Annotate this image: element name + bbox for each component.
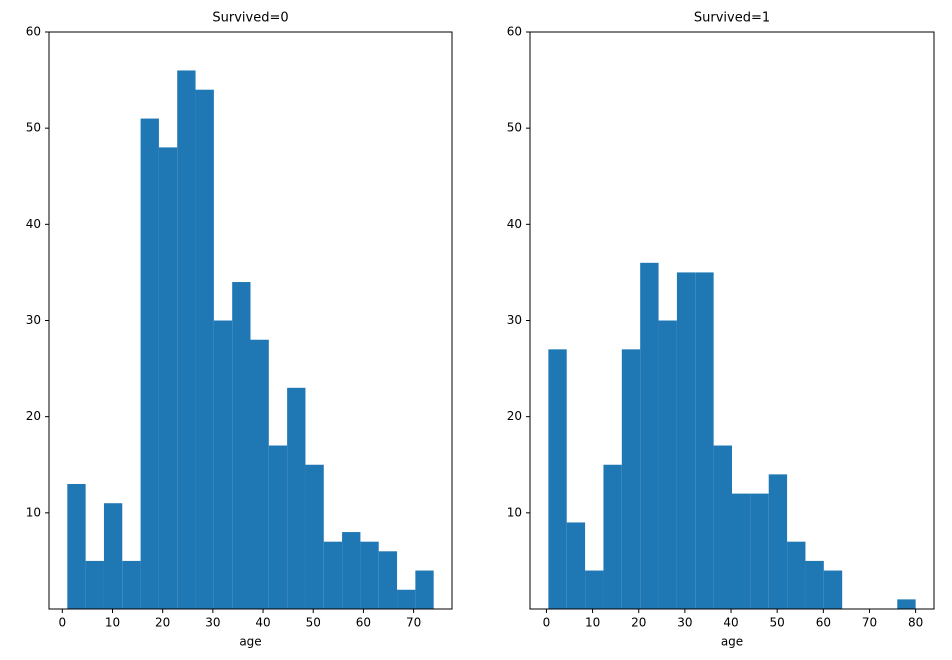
bar: [250, 339, 269, 609]
x-tick-label: 80: [908, 616, 923, 630]
bar: [397, 589, 416, 609]
bar: [676, 272, 696, 609]
bar: [213, 320, 233, 609]
x-tick-label: 50: [770, 616, 785, 630]
y-tick-label: 30: [507, 313, 522, 327]
bar: [85, 560, 104, 609]
bar: [67, 483, 86, 609]
bar: [122, 560, 141, 609]
bar: [268, 445, 288, 609]
x-tick-label: 70: [406, 616, 421, 630]
x-tick-label: 30: [205, 616, 220, 630]
bar: [378, 551, 398, 609]
bar: [585, 570, 604, 609]
bar: [323, 541, 343, 609]
x-tick-label: 70: [862, 616, 877, 630]
y-tick-label: 10: [26, 505, 41, 519]
x-tick-label: 10: [105, 616, 120, 630]
bar: [158, 147, 178, 609]
bar: [342, 532, 361, 609]
bar: [750, 493, 769, 609]
bar: [140, 118, 159, 610]
bar: [823, 570, 843, 609]
bar: [415, 570, 434, 609]
x-tick-label: 10: [585, 616, 600, 630]
bar: [621, 349, 641, 609]
x-tick-label: 20: [155, 616, 170, 630]
y-tick-label: 60: [507, 25, 522, 39]
bar: [640, 262, 659, 609]
y-tick-label: 30: [26, 313, 41, 327]
x-tick-label: 30: [677, 616, 692, 630]
bar: [805, 560, 824, 609]
bar: [103, 503, 123, 609]
bar: [713, 445, 732, 609]
x-tick-label: 40: [723, 616, 738, 630]
bar: [195, 89, 214, 609]
y-tick-label: 40: [507, 217, 522, 231]
x-tick-label: 0: [58, 616, 66, 630]
bar: [768, 474, 788, 609]
x-tick-label: 60: [816, 616, 831, 630]
x-tick-label: 20: [631, 616, 646, 630]
x-tick-label: 40: [255, 616, 270, 630]
bar: [695, 272, 714, 609]
x-tick-label: 0: [543, 616, 551, 630]
bar: [287, 387, 306, 609]
y-tick-label: 60: [26, 25, 41, 39]
bar: [548, 349, 567, 609]
x-tick-label: 50: [306, 616, 321, 630]
y-tick-label: 10: [507, 505, 522, 519]
bar: [897, 599, 916, 609]
y-tick-label: 20: [26, 409, 41, 423]
bar: [177, 70, 196, 609]
bar: [658, 320, 677, 609]
bar: [305, 464, 324, 609]
y-tick-label: 50: [507, 121, 522, 135]
y-tick-label: 20: [507, 409, 522, 423]
x-tick-label: 60: [356, 616, 371, 630]
bar: [787, 541, 806, 609]
x-axis-label: age: [721, 635, 743, 649]
y-tick-label: 50: [26, 121, 41, 135]
y-tick-label: 40: [26, 217, 41, 231]
bar: [232, 282, 251, 609]
bar: [603, 464, 622, 609]
chart-title: Survived=1: [694, 11, 770, 26]
chart-title: Survived=0: [212, 11, 288, 26]
bar: [566, 522, 586, 609]
bar: [732, 493, 751, 609]
bar: [360, 541, 379, 609]
x-axis-label: age: [239, 635, 261, 649]
